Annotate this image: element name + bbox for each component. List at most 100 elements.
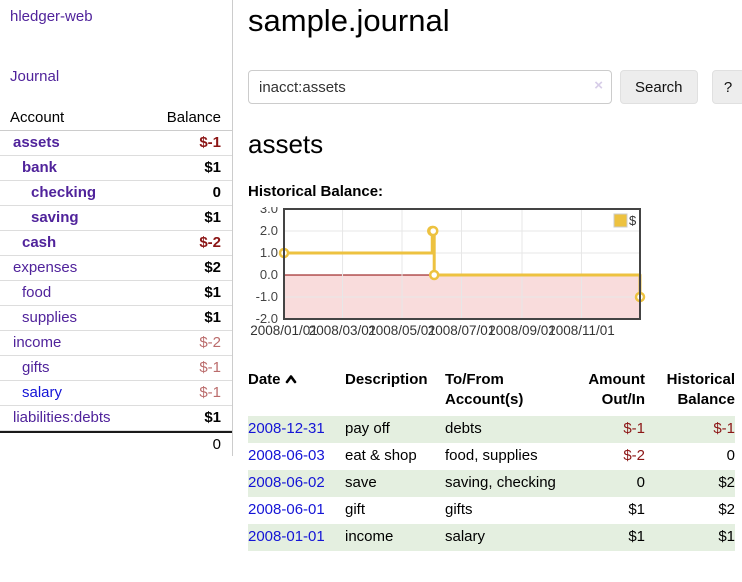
transaction-row[interactable]: 2008-06-03 eat & shop food, supplies $-2 0	[248, 443, 735, 470]
transaction-date-link[interactable]: 2008-06-01	[248, 501, 325, 518]
search-input-wrap: ×	[248, 70, 612, 104]
y-tick-label: -1.0	[256, 289, 278, 304]
y-tick-label: 0.0	[260, 267, 278, 282]
account-row: assets $-1	[0, 131, 232, 156]
account-balance: $2	[204, 259, 221, 276]
x-tick-label: 2008/01/01	[250, 323, 318, 338]
transaction-date: 2008-06-03	[248, 443, 345, 470]
account-link[interactable]: checking	[31, 184, 97, 201]
transaction-date-link[interactable]: 2008-12-31	[248, 420, 325, 437]
accounts-total: 0	[0, 431, 232, 456]
account-balance: $-2	[199, 334, 221, 351]
transaction-accounts: gifts	[445, 501, 473, 518]
transaction-date-link[interactable]: 2008-06-02	[248, 474, 325, 491]
y-tick-label: 2.0	[260, 223, 278, 238]
accounts-list: assets $-1 bank $1 checking 0 saving $1 cash $-2 e…	[0, 131, 232, 431]
app-title-link[interactable]: hledger-web	[10, 8, 93, 25]
transaction-row[interactable]: 2008-06-01 gift gifts $1 $2	[248, 497, 735, 524]
transaction-accounts: saving, checking	[445, 474, 556, 491]
account-link[interactable]: salary	[22, 384, 63, 401]
account-row: cash $-2	[0, 231, 232, 256]
account-row: food $1	[0, 281, 232, 306]
account-row: income $-2	[0, 331, 232, 356]
sort-ascending-icon	[285, 370, 297, 390]
chart-svg: $3.0 2.0 1.0 0.0 -1.0 -2.02008/01/012008/03/0…	[250, 201, 646, 338]
transaction-date-link[interactable]: 2008-06-03	[248, 447, 325, 464]
account-link[interactable]: cash	[22, 234, 57, 251]
transaction-balance: $-1	[713, 420, 735, 437]
account-row: bank $1	[0, 156, 232, 181]
account-balance: $-2	[199, 234, 221, 251]
y-tick-label: 3.0	[260, 207, 278, 216]
column-header-description[interactable]: Description	[345, 371, 428, 388]
transaction-row[interactable]: 2008-06-02 save saving, checking 0 $2	[248, 470, 735, 497]
legend-swatch	[613, 213, 628, 228]
account-balance: $1	[204, 309, 221, 326]
transaction-row[interactable]: 2008-01-01 income salary $1 $1	[248, 524, 735, 551]
column-header-amount[interactable]: Amount Out/In	[588, 371, 645, 408]
account-balance: 0	[212, 184, 221, 201]
search-button[interactable]: Search	[620, 70, 698, 104]
x-tick-label: 2008/07/01	[428, 323, 496, 338]
help-button[interactable]: ?	[711, 70, 742, 104]
account-link[interactable]: supplies	[22, 309, 78, 326]
account-row: supplies $1	[0, 306, 232, 331]
historical-balance-chart[interactable]: $3.0 2.0 1.0 0.0 -1.0 -2.0 2008/01/01 2008/03/0…	[248, 201, 742, 344]
y-tick-label: -2.0	[256, 311, 278, 326]
transaction-date: 2008-06-01	[248, 497, 345, 524]
transaction-amount: $1	[628, 501, 645, 518]
app-layout: hledger-web Journal Account Balance asse…	[0, 0, 742, 551]
data-point-marker	[427, 225, 439, 237]
account-balance: $1	[204, 159, 221, 176]
clear-search-icon[interactable]: ×	[594, 77, 603, 94]
transaction-row[interactable]: 2008-12-31 pay off debts $-1 $-1	[248, 416, 735, 443]
transaction-accounts: food, supplies	[445, 447, 538, 464]
account-row: saving $1	[0, 206, 232, 231]
account-link[interactable]: income	[13, 334, 62, 351]
account-row: salary $-1	[0, 381, 232, 406]
transaction-date-link[interactable]: 2008-01-01	[248, 528, 325, 545]
sidebar-item-journal[interactable]: Journal	[10, 68, 60, 85]
transaction-balance: $2	[718, 474, 735, 491]
search-input[interactable]	[248, 70, 612, 104]
account-balance: $1	[204, 409, 221, 426]
transactions-header-row: Date Description To/From Account(s) Amou…	[248, 368, 735, 416]
transaction-amount: $-2	[623, 447, 645, 464]
account-link[interactable]: saving	[31, 209, 79, 226]
account-row: checking 0	[0, 181, 232, 206]
transaction-accounts: debts	[445, 420, 482, 437]
account-link[interactable]: food	[22, 284, 52, 301]
main-content: sample.journal × Search ? assets Histori…	[233, 0, 742, 551]
transaction-description: eat & shop	[345, 447, 417, 464]
transaction-balance: $1	[718, 528, 735, 545]
transaction-balance: $2	[718, 501, 735, 518]
transaction-accounts: salary	[445, 528, 486, 545]
transaction-amount: 0	[636, 474, 645, 491]
account-balance: $1	[204, 209, 221, 226]
account-link[interactable]: gifts	[22, 359, 50, 376]
column-header-balance[interactable]: Historical Balance	[666, 371, 735, 408]
x-tick-label: 2008/09/01	[488, 323, 556, 338]
account-row: gifts $-1	[0, 356, 232, 381]
chart-label: Historical Balance:	[248, 183, 384, 200]
page-title: sample.journal	[248, 3, 450, 38]
balance-column-header: Balance	[166, 109, 221, 126]
accounts-table: Account Balance assets $-1 bank $1 checking 0…	[0, 106, 232, 456]
account-heading: assets	[248, 129, 324, 159]
transaction-description: save	[345, 474, 377, 491]
column-header-date[interactable]: Date	[248, 368, 345, 416]
account-balance: $-1	[199, 384, 221, 401]
transactions-table: Date Description To/From Account(s) Amou…	[248, 368, 735, 551]
x-tick-label: 2008/03/01	[309, 323, 377, 338]
transaction-amount: $1	[628, 528, 645, 545]
search-form: × Search ?	[248, 70, 742, 104]
account-link[interactable]: expenses	[13, 259, 78, 276]
account-balance: $-1	[199, 359, 221, 376]
account-link[interactable]: liabilities:debts	[13, 409, 111, 426]
column-header-accounts[interactable]: To/From Account(s)	[445, 371, 524, 408]
account-balance: $1	[204, 284, 221, 301]
transaction-description: gift	[345, 501, 366, 518]
account-link[interactable]: bank	[22, 159, 58, 176]
account-link[interactable]: assets	[13, 134, 60, 151]
accounts-table-header: Account Balance	[0, 106, 232, 131]
